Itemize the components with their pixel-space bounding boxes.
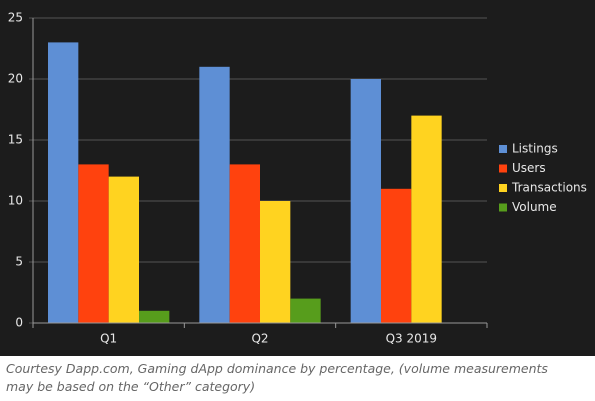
legend-label: Listings — [512, 142, 558, 156]
caption-line: Courtesy Dapp.com, Gaming dApp dominance… — [6, 361, 548, 376]
legend-label: Transactions — [511, 181, 587, 195]
y-tick-label: 15 — [8, 133, 23, 147]
bar — [411, 115, 442, 323]
bar — [78, 164, 109, 323]
x-tick-label: Q1 — [100, 332, 117, 346]
y-tick-label: 10 — [8, 194, 23, 208]
bar — [229, 164, 260, 323]
bar — [108, 176, 139, 323]
bar — [199, 66, 230, 324]
y-tick-label: 20 — [8, 72, 23, 86]
bar — [350, 79, 381, 323]
bar — [48, 42, 79, 324]
bar — [290, 298, 321, 323]
caption-line: may be based on the “Other” category) — [6, 379, 255, 394]
y-tick-label: 0 — [15, 316, 23, 330]
legend-label: Volume — [512, 200, 557, 214]
legend-swatch — [499, 184, 507, 192]
x-tick-label: Q3 2019 — [386, 332, 437, 346]
bar — [260, 201, 291, 323]
bar — [381, 188, 412, 323]
legend-label: Users — [512, 161, 546, 175]
y-tick-label: 25 — [8, 11, 23, 25]
x-tick-label: Q2 — [251, 332, 268, 346]
y-tick-label: 5 — [15, 255, 23, 269]
bar — [139, 310, 170, 323]
legend-swatch — [499, 145, 507, 153]
legend-swatch — [499, 203, 507, 212]
legend-swatch — [499, 164, 507, 173]
